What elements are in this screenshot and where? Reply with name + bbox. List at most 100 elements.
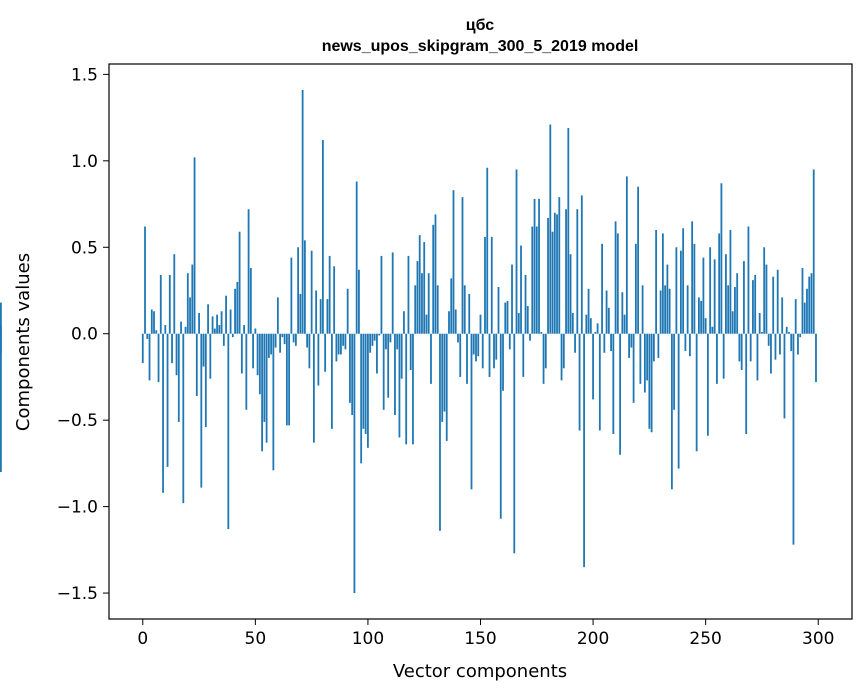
bar — [682, 228, 685, 334]
bar — [276, 297, 279, 334]
bar — [720, 183, 723, 334]
x-tick-label: 0 — [137, 629, 148, 649]
bar — [560, 333, 563, 381]
bar — [740, 333, 743, 371]
bar — [153, 311, 155, 334]
bar — [258, 333, 261, 395]
bar — [781, 297, 784, 334]
y-tick-label: 1.0 — [71, 152, 98, 172]
bar — [490, 236, 493, 334]
bar — [198, 312, 200, 334]
bar — [418, 235, 421, 334]
bar — [335, 333, 338, 362]
bar — [729, 229, 732, 334]
bar — [434, 214, 437, 334]
bar — [312, 333, 315, 443]
bar — [369, 333, 372, 353]
bar — [470, 333, 473, 490]
bar — [670, 333, 673, 490]
bar — [222, 333, 225, 346]
bar — [700, 300, 703, 334]
bar — [668, 288, 671, 334]
bar — [144, 226, 146, 334]
bar — [623, 314, 626, 334]
bar — [445, 333, 448, 441]
bar — [159, 274, 162, 334]
bar — [193, 157, 196, 334]
y-tick-label: 1.5 — [71, 65, 98, 85]
bar — [0, 333, 2, 353]
bar — [191, 264, 194, 334]
bar — [164, 325, 167, 334]
y-tick-label: 0.5 — [71, 238, 98, 258]
bar — [666, 264, 669, 334]
bar — [707, 333, 709, 436]
bar — [815, 333, 817, 383]
bar — [389, 333, 392, 343]
bar — [650, 333, 653, 433]
bar — [607, 307, 610, 334]
bar — [439, 333, 441, 531]
bar — [657, 333, 660, 358]
bar — [254, 328, 257, 334]
x-tick-label: 250 — [689, 629, 721, 649]
bar — [585, 314, 588, 334]
bar — [267, 333, 270, 358]
bar — [745, 333, 748, 434]
bar — [342, 333, 345, 346]
plot-frame — [108, 63, 853, 620]
bar — [756, 333, 759, 381]
bar — [328, 255, 331, 334]
bar — [752, 280, 754, 334]
bar — [265, 333, 268, 443]
x-tick-label: 150 — [464, 629, 496, 649]
bar — [391, 252, 394, 334]
bar — [634, 243, 637, 334]
bar — [340, 333, 342, 355]
bar — [409, 333, 412, 371]
bar — [148, 333, 151, 381]
bar — [229, 309, 232, 334]
bar — [209, 333, 212, 379]
bar — [385, 333, 387, 350]
bar — [612, 333, 615, 434]
bar — [504, 302, 507, 334]
bar — [331, 333, 333, 429]
bar — [382, 333, 385, 410]
bar — [416, 261, 419, 334]
bar — [652, 333, 655, 362]
bar — [587, 288, 590, 334]
bar — [454, 309, 457, 334]
bar — [776, 269, 779, 334]
bar — [632, 333, 635, 403]
bar — [380, 255, 383, 334]
bar — [252, 333, 254, 369]
bar — [743, 261, 745, 334]
bar — [578, 333, 581, 431]
bar — [398, 333, 401, 438]
bar — [184, 326, 187, 334]
bar — [763, 247, 766, 334]
bar — [207, 304, 209, 334]
bar — [698, 297, 700, 334]
bar — [405, 333, 408, 445]
bar — [812, 169, 815, 334]
bar — [299, 293, 302, 334]
bar — [646, 333, 649, 381]
bar — [621, 292, 624, 334]
bar — [477, 333, 480, 357]
bar — [765, 264, 768, 334]
bar — [592, 333, 594, 400]
bar — [249, 268, 252, 334]
bar — [256, 333, 259, 376]
bar — [774, 333, 777, 360]
bar — [767, 333, 770, 346]
bar — [484, 236, 486, 334]
bar — [274, 333, 277, 348]
x-tick-label: 50 — [245, 629, 267, 649]
bar — [425, 314, 428, 334]
bar — [702, 257, 705, 334]
bar — [155, 330, 158, 334]
bar — [770, 333, 772, 374]
bar — [533, 198, 536, 334]
